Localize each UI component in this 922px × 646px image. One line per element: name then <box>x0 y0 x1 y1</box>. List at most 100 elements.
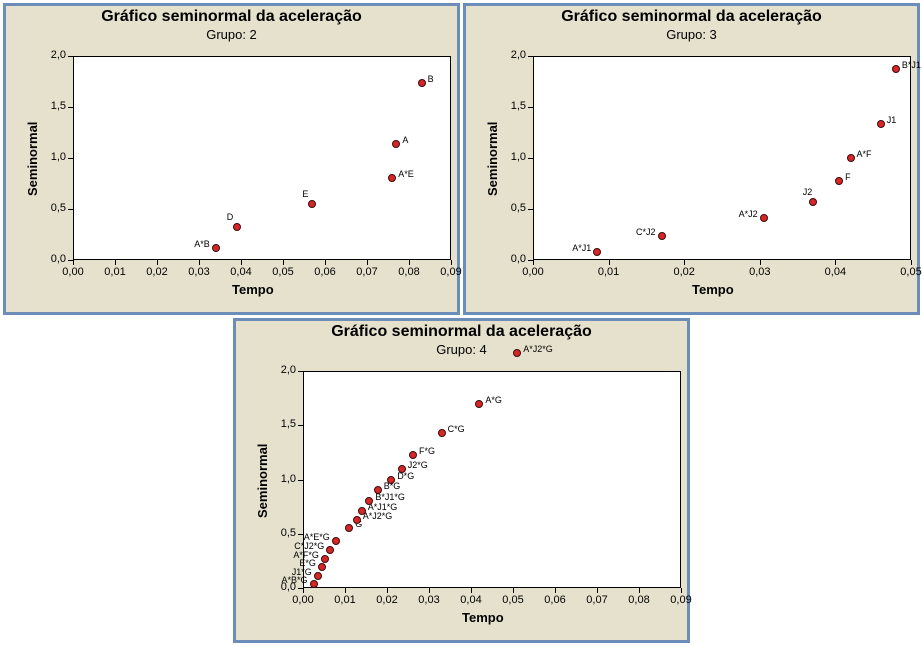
x-tick-label: 0,05 <box>897 266 922 278</box>
x-tick-label: 0,04 <box>227 266 255 278</box>
data-point-label: C*J2*G <box>294 541 324 551</box>
panel-subtitle: Grupo: 2 <box>6 27 457 42</box>
x-tick <box>513 588 514 593</box>
panel-subtitle: Grupo: 4 <box>236 342 687 357</box>
x-tick-label: 0,01 <box>331 594 359 606</box>
x-tick-label: 0,05 <box>499 594 527 606</box>
data-point-label: A*J2*G <box>363 511 393 521</box>
data-point <box>809 198 817 206</box>
y-tick <box>528 260 533 261</box>
data-point <box>212 244 220 252</box>
x-tick-label: 0,03 <box>185 266 213 278</box>
panel-title: Gráfico seminormal da aceleração <box>236 323 687 341</box>
data-point-label: E <box>302 189 308 199</box>
x-tick <box>409 260 410 265</box>
data-point-label: A*E*G <box>304 532 330 542</box>
plot-area <box>73 56 451 260</box>
panel-subtitle: Grupo: 3 <box>466 27 917 42</box>
x-tick-label: 0,04 <box>457 594 485 606</box>
x-tick <box>451 260 452 265</box>
x-tick <box>555 588 556 593</box>
x-tick <box>345 588 346 593</box>
x-tick <box>157 260 158 265</box>
y-tick-label: 0,0 <box>51 253 66 265</box>
y-axis-label: Seminormal <box>485 122 500 196</box>
y-tick-label: 0,5 <box>51 202 66 214</box>
y-tick <box>68 209 73 210</box>
x-axis-label: Tempo <box>232 282 274 297</box>
x-tick <box>609 260 610 265</box>
data-point-label: A <box>402 135 408 145</box>
y-tick-label: 2,0 <box>281 364 296 376</box>
x-tick-label: 0,09 <box>437 266 465 278</box>
x-tick-label: 0,05 <box>269 266 297 278</box>
data-point <box>314 572 322 580</box>
y-tick <box>528 56 533 57</box>
y-tick <box>298 480 303 481</box>
y-tick-label: 1,5 <box>51 100 66 112</box>
y-tick-label: 1,5 <box>511 100 526 112</box>
x-tick-label: 0,02 <box>143 266 171 278</box>
x-tick <box>639 588 640 593</box>
data-point-label: J1*G <box>292 567 312 577</box>
y-tick-label: 2,0 <box>511 49 526 61</box>
x-tick-label: 0,03 <box>746 266 774 278</box>
data-point-label: A*J1 <box>572 243 591 253</box>
data-point-label: B <box>428 74 434 84</box>
data-point-label: J2*G <box>408 460 428 470</box>
data-point-label: B*J1 <box>902 60 921 70</box>
data-point-label: F*G <box>419 446 435 456</box>
x-tick <box>760 260 761 265</box>
y-tick <box>528 209 533 210</box>
y-tick-label: 1,5 <box>281 418 296 430</box>
y-tick <box>68 107 73 108</box>
x-tick-label: 0,02 <box>373 594 401 606</box>
data-point-label: A*B <box>194 239 210 249</box>
y-tick-label: 0,0 <box>511 253 526 265</box>
x-tick-label: 0,07 <box>353 266 381 278</box>
data-point-label: C*G <box>448 424 465 434</box>
data-point-label: B*J1*G <box>375 492 405 502</box>
x-tick <box>684 260 685 265</box>
x-tick-label: 0,01 <box>595 266 623 278</box>
y-tick-label: 1,0 <box>281 473 296 485</box>
data-point <box>513 349 521 357</box>
x-tick <box>429 588 430 593</box>
x-tick <box>387 588 388 593</box>
x-tick-label: 0,00 <box>519 266 547 278</box>
y-tick <box>298 425 303 426</box>
x-tick-label: 0,08 <box>625 594 653 606</box>
x-tick-label: 0,03 <box>415 594 443 606</box>
panel-grupo-4: Gráfico seminormal da aceleraçãoGrupo: 4… <box>233 318 690 643</box>
x-tick <box>367 260 368 265</box>
x-axis-label: Tempo <box>692 282 734 297</box>
data-point-label: J1 <box>887 115 897 125</box>
y-tick <box>68 260 73 261</box>
x-tick <box>73 260 74 265</box>
data-point <box>658 232 666 240</box>
data-point <box>387 476 395 484</box>
x-axis-label: Tempo <box>462 610 504 625</box>
data-point-label: A*G <box>485 395 502 405</box>
x-tick <box>835 260 836 265</box>
x-tick <box>199 260 200 265</box>
x-tick-label: 0,09 <box>667 594 695 606</box>
x-tick <box>115 260 116 265</box>
y-tick <box>68 56 73 57</box>
y-tick <box>528 107 533 108</box>
data-point <box>438 429 446 437</box>
y-tick-label: 0,5 <box>511 202 526 214</box>
y-tick <box>298 534 303 535</box>
data-point-label: C*J2 <box>636 227 656 237</box>
x-tick-label: 0,07 <box>583 594 611 606</box>
y-tick <box>528 158 533 159</box>
y-axis-label: Seminormal <box>255 443 270 517</box>
x-tick <box>681 588 682 593</box>
panel-grupo-2: Gráfico seminormal da aceleraçãoGrupo: 2… <box>3 3 460 315</box>
x-tick <box>283 260 284 265</box>
y-tick <box>298 371 303 372</box>
x-tick <box>533 260 534 265</box>
data-point-label: A*F*G <box>293 550 319 560</box>
data-point <box>847 154 855 162</box>
x-tick <box>325 260 326 265</box>
